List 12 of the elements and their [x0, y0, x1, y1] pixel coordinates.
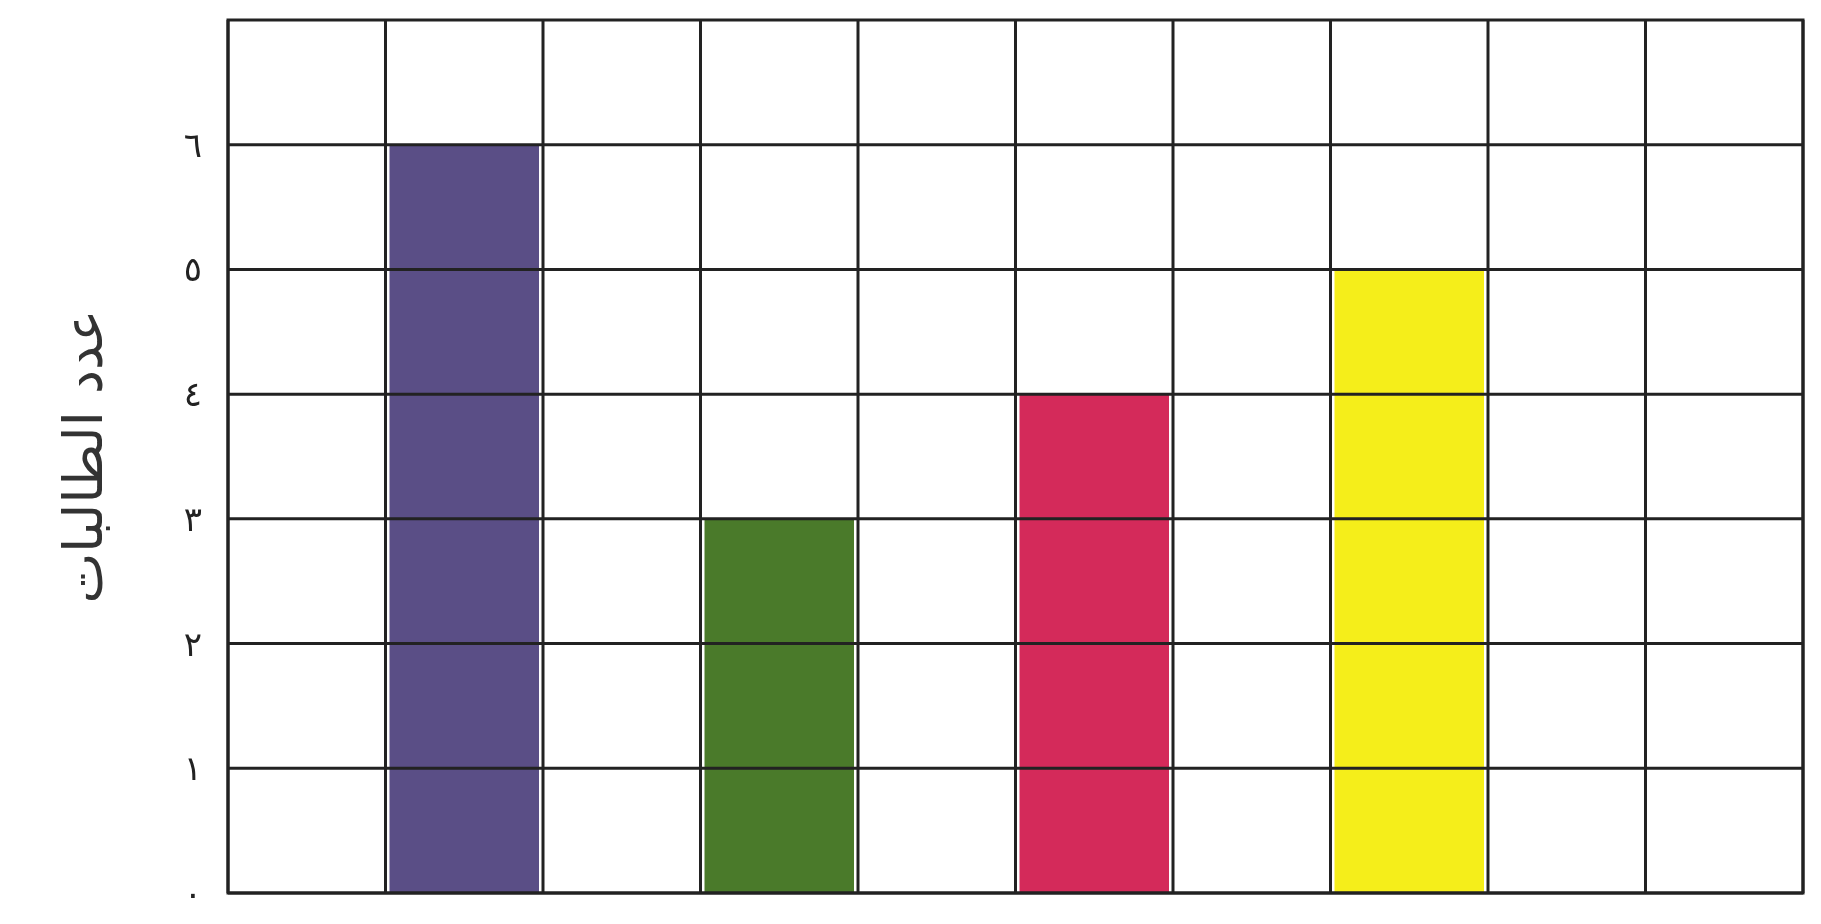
y-tick-label: ٤ [183, 374, 203, 415]
y-tick-label: ١ [183, 748, 203, 789]
bar [1334, 269, 1484, 893]
bar [1019, 394, 1169, 893]
bar [389, 144, 539, 893]
y-tick-label: ٣ [183, 498, 203, 539]
y-tick-label: ٥ [183, 249, 203, 290]
y-tick-label: ٦ [183, 124, 203, 165]
bar [704, 518, 854, 893]
y-tick-label: ٠ [183, 873, 203, 913]
y-axis-title: عدد الطالبات [51, 309, 115, 604]
y-tick-label: ٢ [183, 623, 203, 664]
